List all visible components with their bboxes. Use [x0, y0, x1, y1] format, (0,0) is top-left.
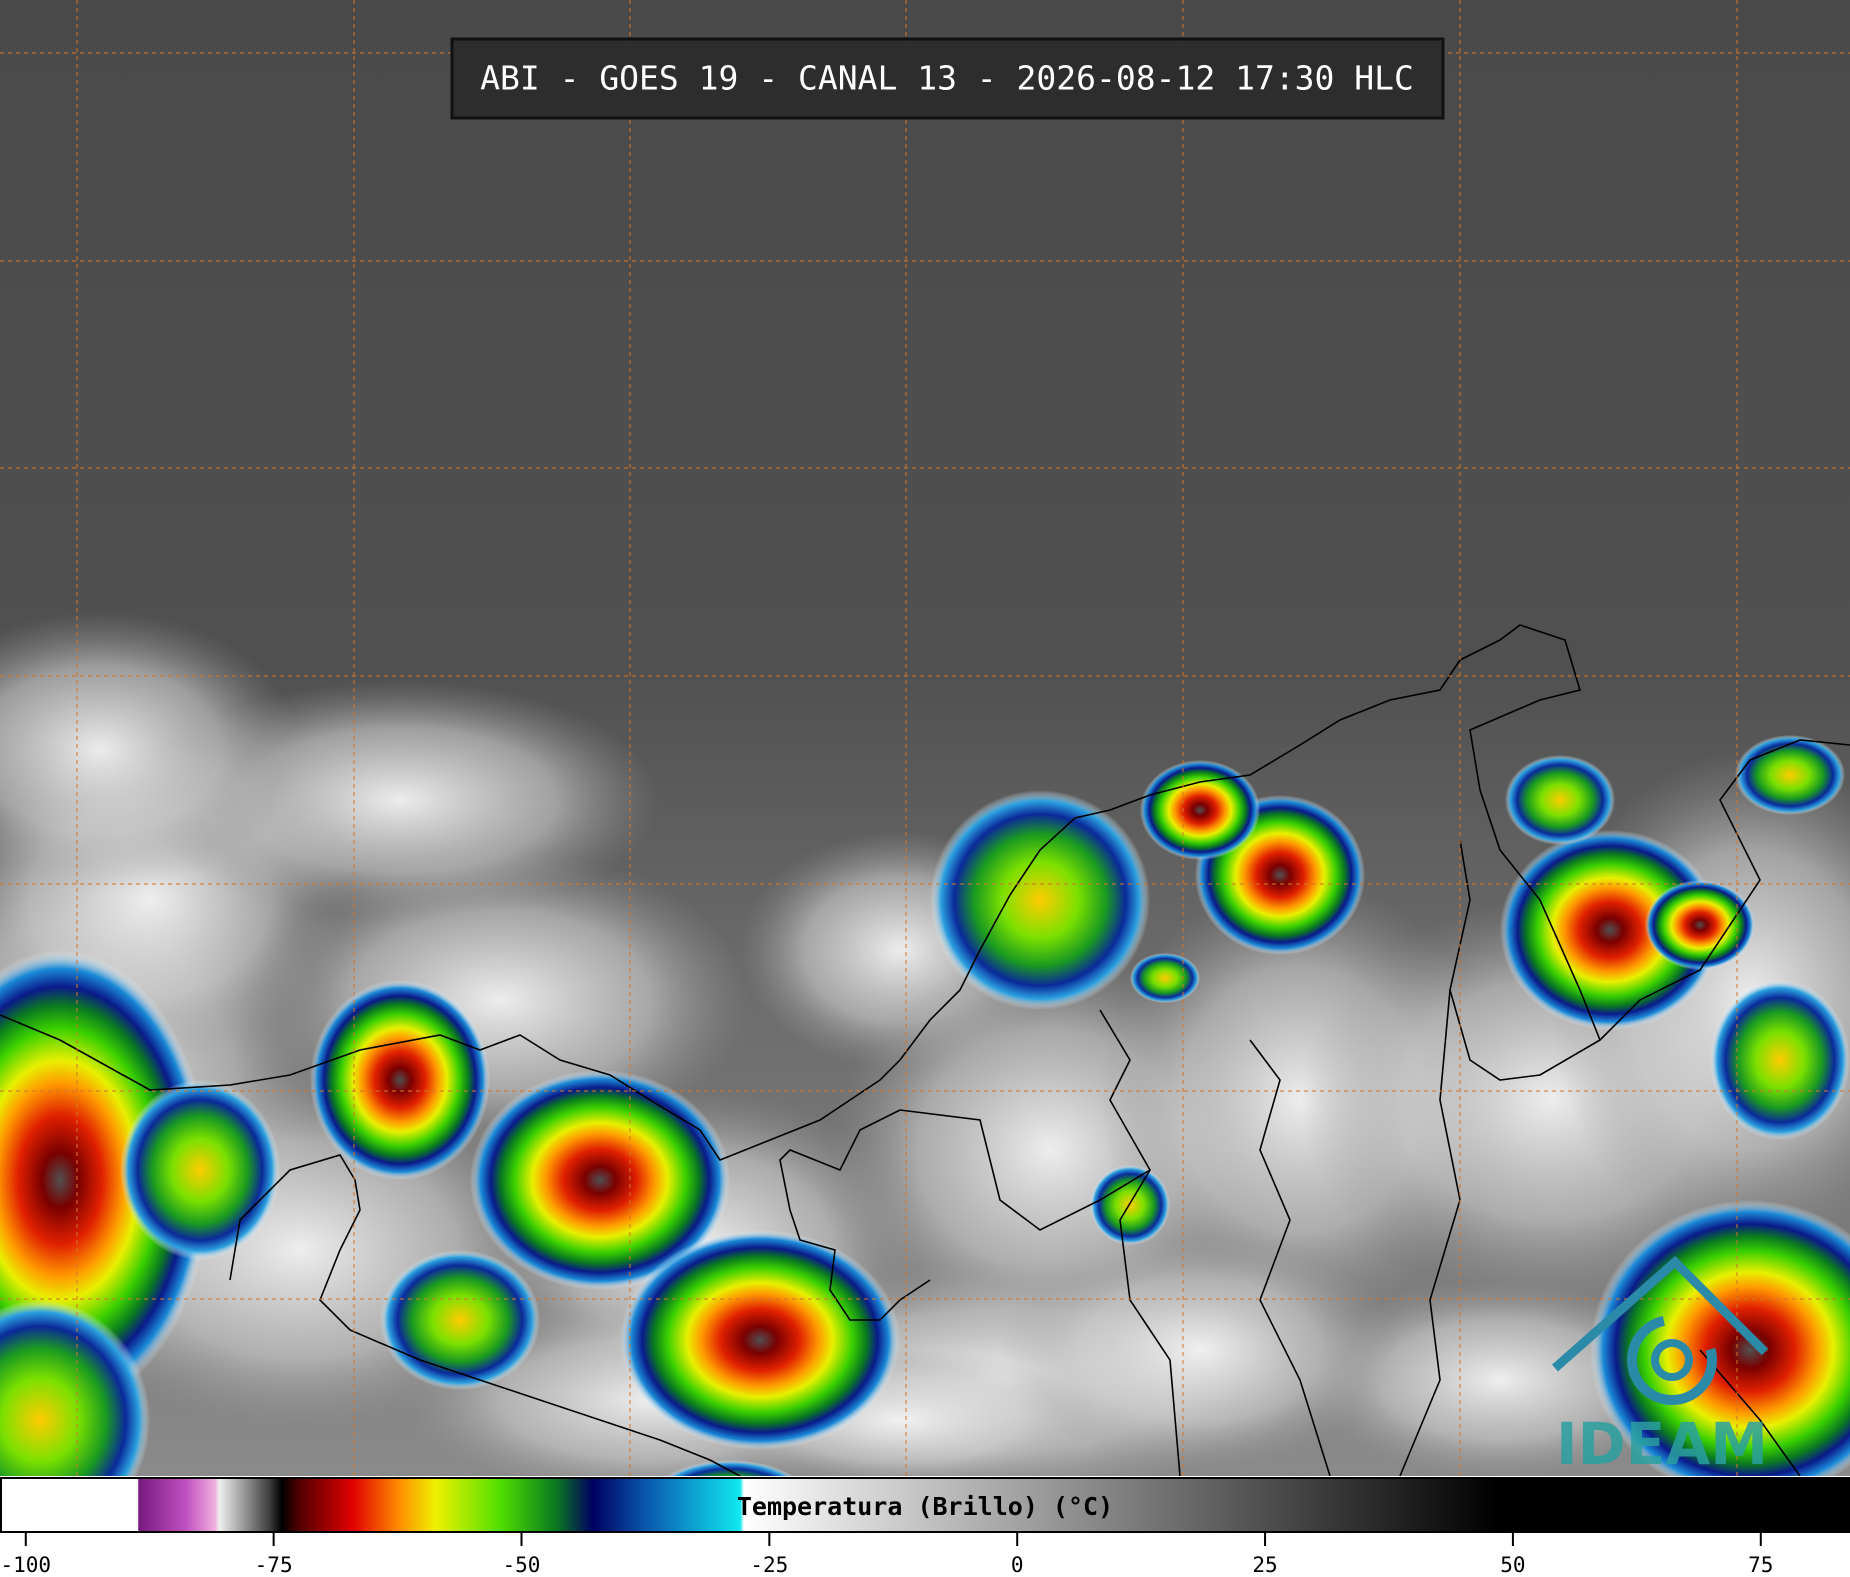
colorbar-tick-label: -75: [255, 1553, 293, 1577]
graticule: [0, 0, 1850, 1476]
colorbar-tick-label: 25: [1252, 1553, 1277, 1577]
convective-cell: [930, 790, 1150, 1010]
convective-cell: [1710, 980, 1850, 1140]
coastlines: [0, 624, 1850, 1477]
colorbar-tick-label: -25: [750, 1553, 788, 1577]
title-box: [450, 37, 1445, 120]
cloud: [1000, 1230, 1400, 1470]
convective-cell: [1645, 880, 1755, 970]
convective-cell: [380, 1250, 540, 1390]
colorbar-tick-label: 75: [1748, 1553, 1773, 1577]
convective-cell: [0, 950, 210, 1410]
title: ABI - GOES 19 - CANAL 13 - 2026-08-12 17…: [480, 59, 1414, 98]
colorbar-label: Temperatura (Brillo) (°C): [737, 1492, 1113, 1521]
colorbar-tick-label: 0: [1011, 1553, 1024, 1577]
colorbar: [0, 1477, 1850, 1533]
convective-cell: [1735, 735, 1845, 815]
convective-cell: [1140, 760, 1260, 860]
logo-roof: [1552, 1255, 1769, 1372]
colorbar-tick-label: -100: [0, 1553, 51, 1577]
logo: IDEAM: [1552, 1255, 1769, 1478]
colorbar-ticks: -100 -75 -50 -25 0 25 50 75: [0, 1532, 1773, 1577]
convective-cell: [1090, 1165, 1170, 1245]
cloud: [0, 610, 300, 890]
colorbar-tick-label: 50: [1500, 1553, 1525, 1577]
convective-cell: [1500, 830, 1720, 1030]
logo-swirl: [1627, 1315, 1717, 1405]
convective-cell: [1130, 953, 1200, 1003]
convective-cell: [1505, 755, 1615, 845]
convective-cell: [310, 980, 490, 1180]
logo-swirl: [1651, 1339, 1693, 1381]
colorbar-tick-label: -50: [503, 1553, 541, 1577]
convective-cell: [120, 1080, 280, 1260]
logo-text: IDEAM: [1556, 1410, 1768, 1478]
convective-cell: [470, 1070, 730, 1290]
convective-cell: [620, 1230, 900, 1450]
